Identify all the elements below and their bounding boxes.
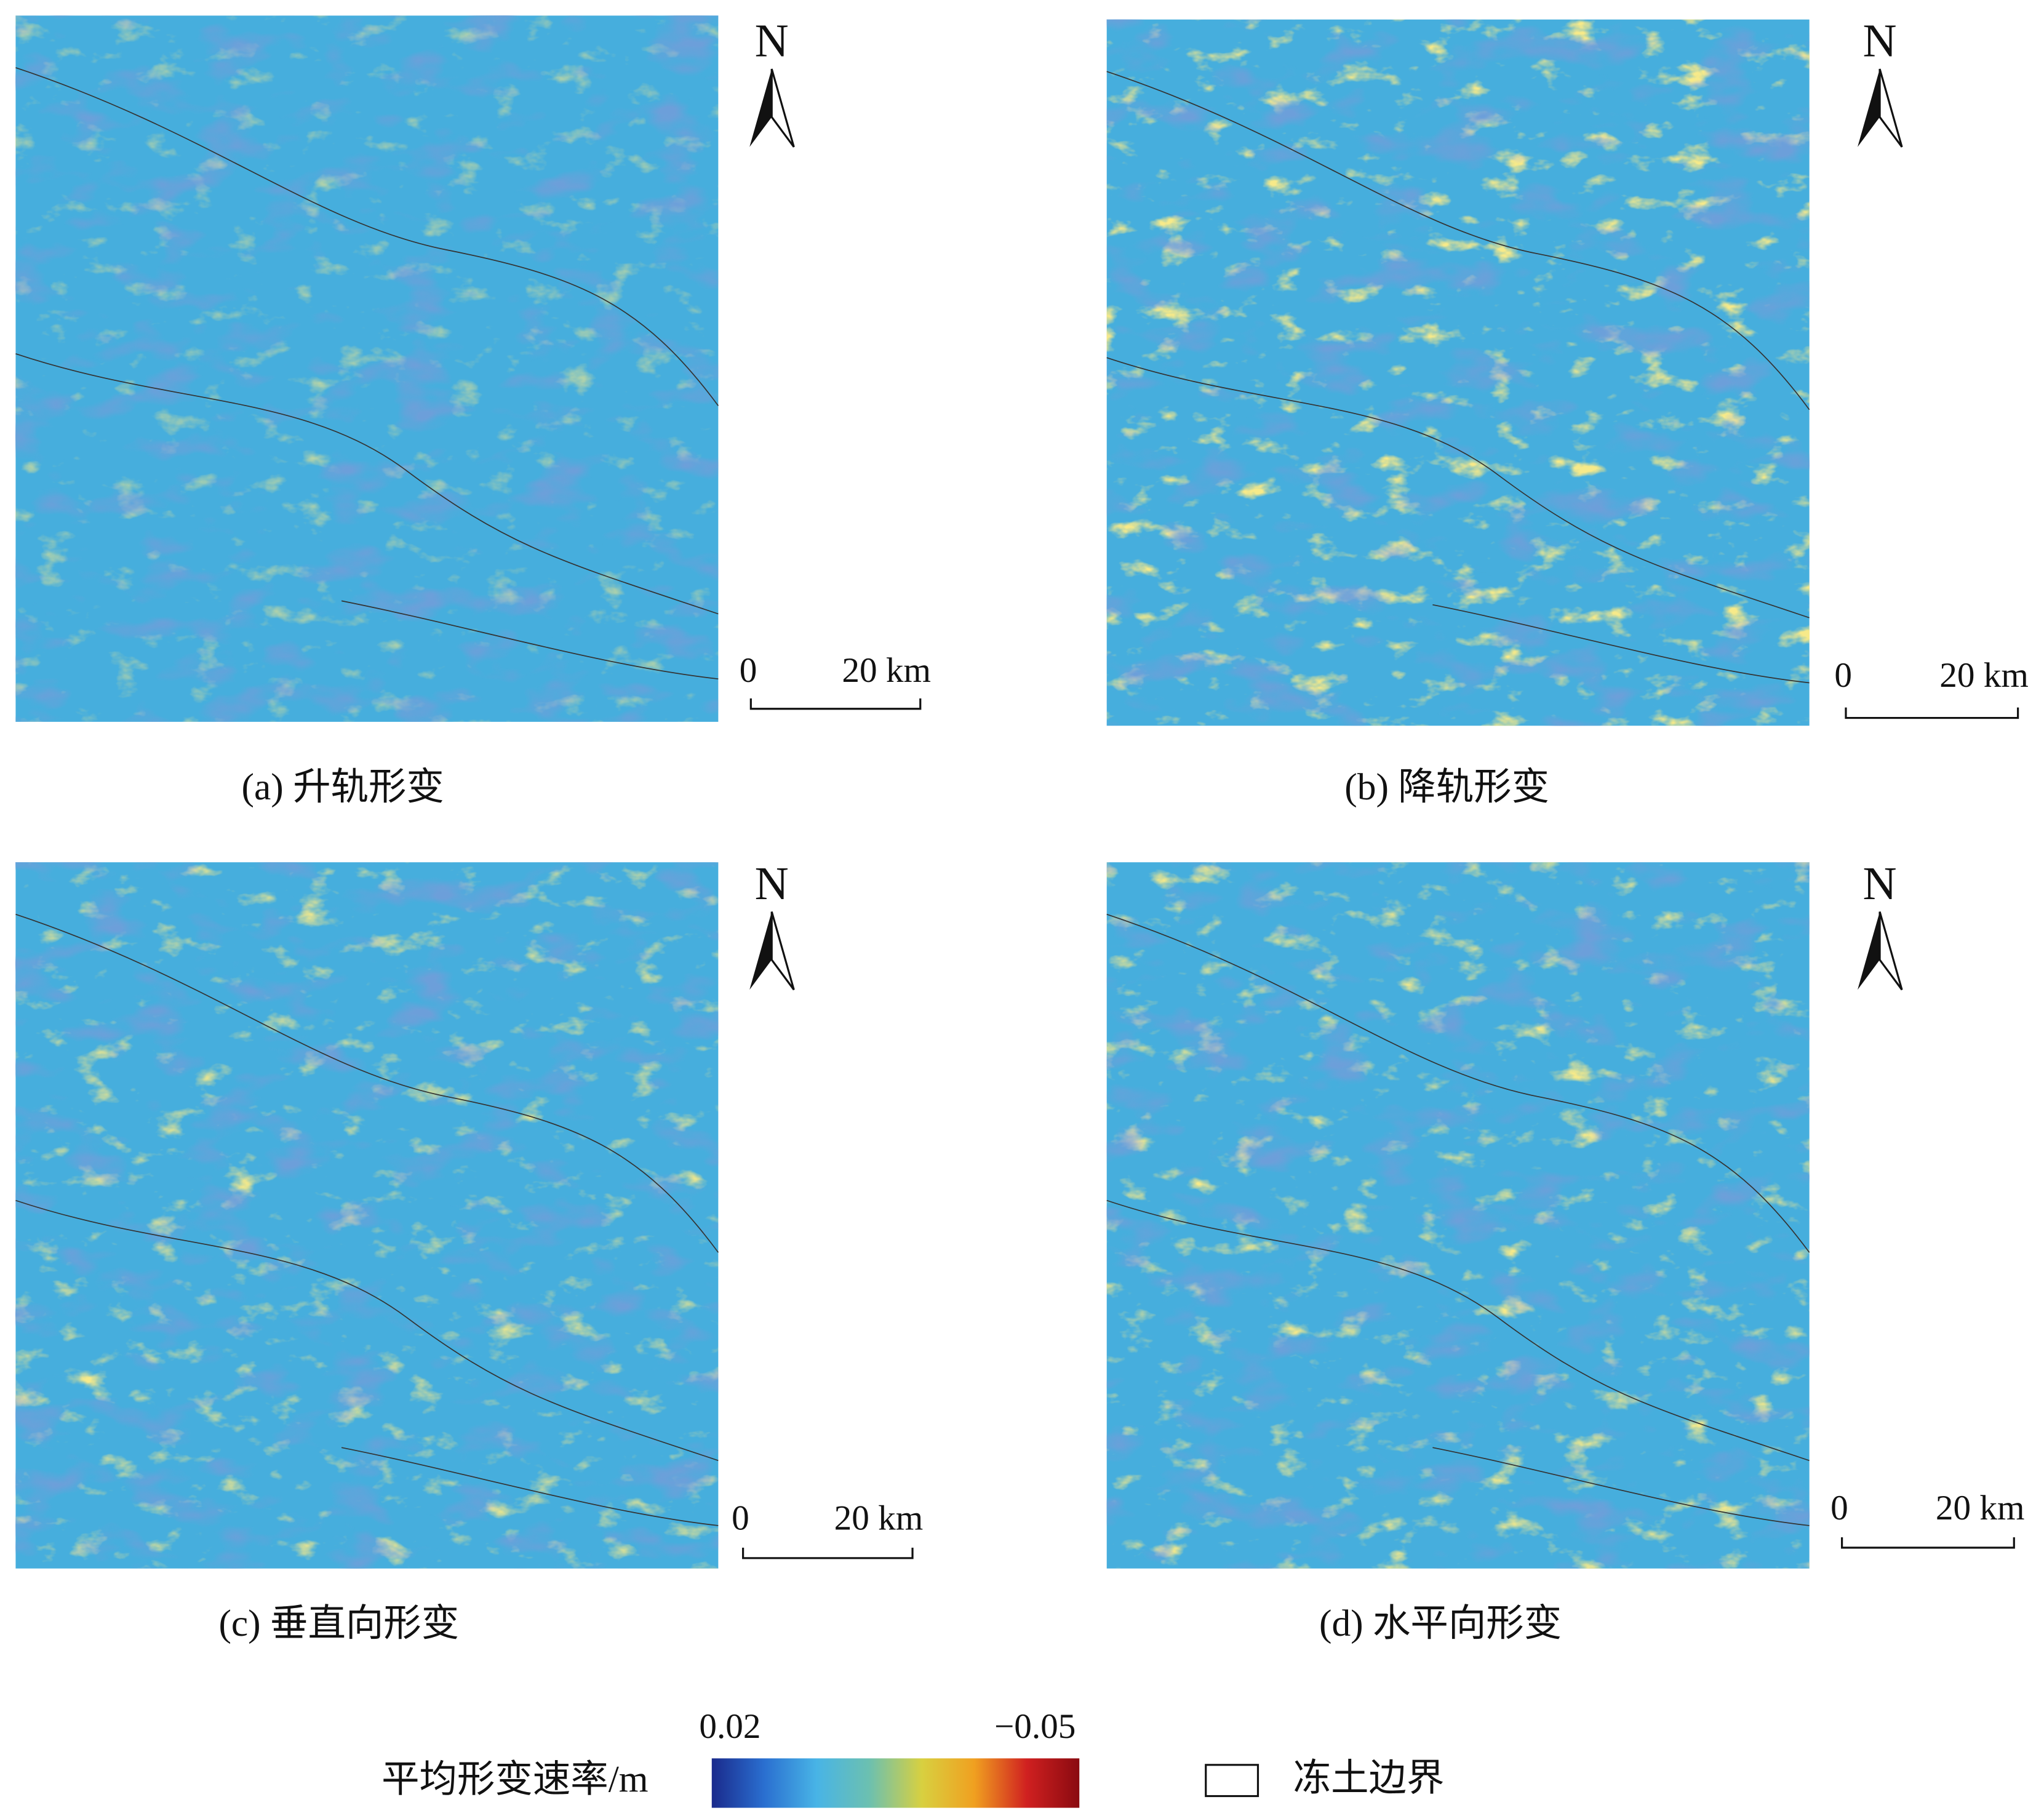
permafrost-boundary xyxy=(1106,913,1810,1526)
colorbar-title: 平均形变速率/m xyxy=(381,1759,648,1801)
scale-bar xyxy=(749,698,922,710)
scale-end: 20 km xyxy=(1936,1489,2025,1527)
map-texture xyxy=(1106,862,1810,1569)
scale-bar xyxy=(742,1547,914,1559)
map-panel xyxy=(1106,862,1810,1569)
scale-bar xyxy=(1841,1537,2015,1549)
panel-caption: (c) 垂直向形变 xyxy=(218,1603,459,1644)
north-arrow-left xyxy=(1858,911,1880,990)
colorbar-tick-label: −0.05 xyxy=(994,1707,1076,1746)
north-label: N xyxy=(755,858,789,910)
north-arrow-right xyxy=(1878,68,1903,148)
scale-start: 0 xyxy=(1830,1489,1848,1527)
scale-start: 0 xyxy=(1834,656,1852,695)
colorbar-tick-label: 0.02 xyxy=(699,1707,761,1746)
north-arrow-right xyxy=(1878,911,1903,991)
scale-end: 20 km xyxy=(1939,656,2029,695)
map-panel xyxy=(1106,19,1810,726)
map-texture xyxy=(15,862,719,1569)
north-arrow-right xyxy=(770,911,795,991)
north-label: N xyxy=(1863,858,1897,910)
north-arrow-left xyxy=(749,69,772,147)
scale-end: 20 km xyxy=(834,1499,924,1538)
scale-start: 0 xyxy=(732,1499,749,1538)
north-arrow-left xyxy=(1858,69,1880,147)
legend-label: 冻土边界 xyxy=(1293,1757,1445,1799)
map-panel xyxy=(15,15,719,722)
map-texture xyxy=(15,15,719,722)
north-arrow-right xyxy=(770,68,795,148)
colorbar xyxy=(711,1758,1080,1808)
north-arrow-left xyxy=(749,911,772,990)
north-label: N xyxy=(755,15,789,67)
panel-caption: (b) 降轨形变 xyxy=(1344,766,1549,808)
panel-caption: (d) 水平向形变 xyxy=(1319,1603,1562,1644)
legend-swatch xyxy=(1205,1764,1260,1798)
north-label: N xyxy=(1863,15,1897,67)
scale-end: 20 km xyxy=(842,651,931,690)
panel-caption: (a) 升轨形变 xyxy=(242,766,444,808)
map-panel xyxy=(15,862,719,1569)
map-texture xyxy=(1106,19,1810,726)
permafrost-boundary xyxy=(1106,71,1810,684)
permafrost-boundary xyxy=(15,67,719,680)
permafrost-boundary xyxy=(15,913,719,1526)
scale-bar xyxy=(1845,707,2019,719)
scale-start: 0 xyxy=(740,651,757,690)
